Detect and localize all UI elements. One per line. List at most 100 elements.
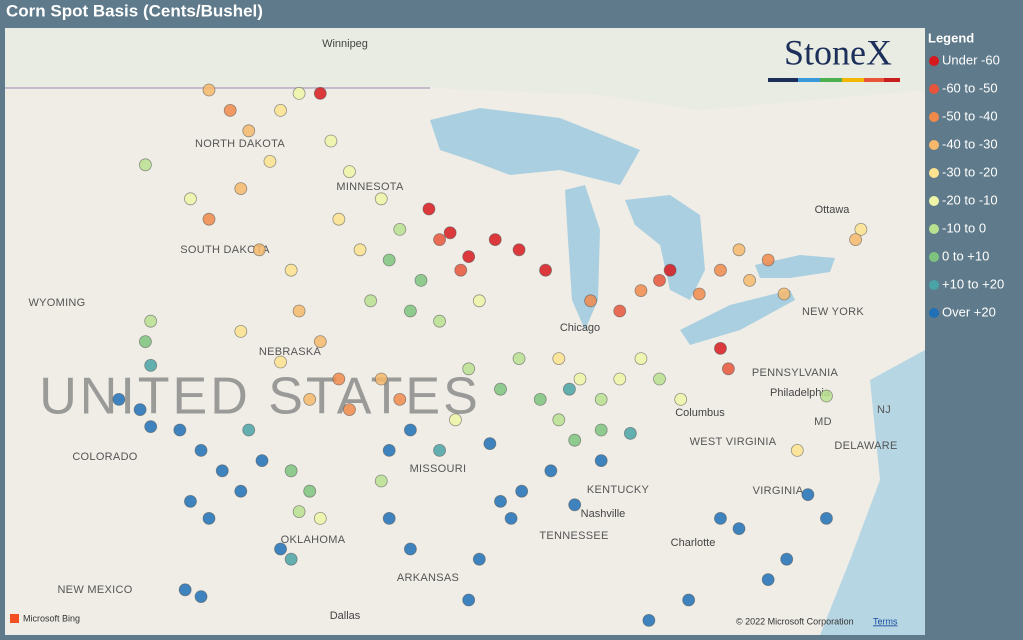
map-label: Dallas: [330, 610, 361, 622]
basis-point: [594, 392, 608, 406]
basis-point: [332, 372, 346, 386]
legend-swatch: [929, 168, 939, 178]
basis-point: [714, 341, 727, 355]
basis-point: [284, 464, 298, 478]
basis-point: [449, 413, 462, 427]
basis-point: [144, 420, 158, 434]
legend-swatch: [929, 224, 939, 234]
map-label: NEW MEXICO: [57, 584, 132, 596]
basis-point: [234, 484, 248, 498]
basis-point: [761, 253, 775, 267]
legend-label: Under -60: [942, 52, 1000, 67]
basis-point: [144, 314, 158, 328]
basis-point: [313, 335, 327, 349]
basis-point: [184, 192, 197, 206]
map-label: MD: [814, 416, 832, 428]
basis-point: [512, 352, 526, 366]
basis-point: [761, 573, 775, 586]
basis-point: [353, 243, 367, 257]
basis-point: [544, 464, 558, 478]
map-label: MINNESOTA: [336, 181, 404, 193]
map-label: OKLAHOMA: [281, 534, 346, 546]
basis-point: [138, 335, 152, 349]
basis-point: [215, 464, 229, 478]
map-label: NEW YORK: [802, 306, 864, 318]
map-label: NEBRASKA: [259, 346, 322, 358]
basis-point: [324, 134, 338, 148]
basis-point: [252, 243, 266, 257]
map-label: Ottawa: [815, 204, 851, 216]
basis-point: [462, 250, 476, 264]
basis-point: [414, 273, 428, 287]
map: [5, 28, 925, 635]
basis-point: [223, 104, 237, 117]
basis-point: [504, 512, 518, 525]
basis-point: [292, 87, 306, 100]
basis-point: [515, 484, 529, 498]
basis-point: [202, 212, 216, 226]
map-label: Charlotte: [671, 537, 716, 549]
basis-point: [364, 294, 378, 308]
basis-point: [263, 154, 277, 168]
basis-point: [274, 355, 287, 369]
basis-point: [433, 314, 446, 328]
map-label: MISSOURI: [410, 463, 467, 475]
basis-point: [732, 243, 746, 257]
map-label: Philadelphia: [770, 387, 831, 399]
map-label: KENTUCKY: [587, 484, 650, 496]
canada-area: [5, 28, 925, 110]
basis-point: [422, 202, 436, 216]
basis-point: [642, 614, 656, 627]
legend-label: Over +20: [942, 304, 996, 319]
basis-point: [634, 352, 648, 366]
basis-point: [462, 362, 476, 376]
lake-superior: [430, 108, 640, 185]
basis-point: [777, 287, 791, 301]
lake-erie: [680, 290, 795, 345]
basis-point: [393, 392, 407, 406]
basis-point: [144, 358, 158, 372]
basis-point: [584, 294, 597, 308]
basis-point: [483, 437, 497, 451]
basis-point: [242, 423, 256, 437]
map-label: NORTH DAKOTA: [195, 138, 285, 150]
basis-point: [303, 484, 317, 498]
basis-point: [403, 423, 417, 437]
basis-point: [854, 222, 868, 236]
basis-point: [284, 263, 298, 277]
legend-label: -40 to -30: [942, 136, 998, 151]
basis-point: [202, 83, 216, 97]
basis-point: [663, 263, 677, 277]
basis-point: [494, 382, 507, 396]
logo-bar: [884, 78, 900, 82]
basis-point: [332, 212, 346, 226]
basis-point: [178, 583, 192, 597]
map-label: WYOMING: [28, 297, 85, 309]
basis-point: [374, 372, 388, 386]
basis-point: [594, 454, 608, 468]
basis-point: [533, 392, 547, 406]
map-label: COLORADO: [72, 451, 137, 463]
logo: StoneX: [768, 32, 900, 82]
points: [112, 83, 868, 627]
basis-point: [594, 423, 608, 437]
basis-point: [472, 294, 486, 308]
basis-point: [403, 304, 417, 318]
legend: Under -60 -60 to -50 -50 to -40 -40 to -30 -…: [929, 52, 1004, 319]
map-label: UNITED STATES: [39, 368, 481, 426]
basis-point: [194, 443, 208, 457]
basis-point: [732, 522, 746, 535]
terms-link[interactable]: Terms: [873, 616, 898, 626]
basis-point: [494, 494, 507, 508]
basis-point: [613, 372, 627, 386]
legend-swatch: [929, 308, 939, 318]
legend-swatch: [929, 196, 939, 206]
basis-point: [820, 512, 833, 525]
basis-point: [382, 253, 396, 267]
map-label: TENNESSEE: [539, 530, 608, 542]
basis-point: [563, 382, 576, 396]
legend-swatch: [929, 56, 939, 66]
basis-point: [292, 304, 306, 318]
logo-bar: [798, 78, 820, 82]
